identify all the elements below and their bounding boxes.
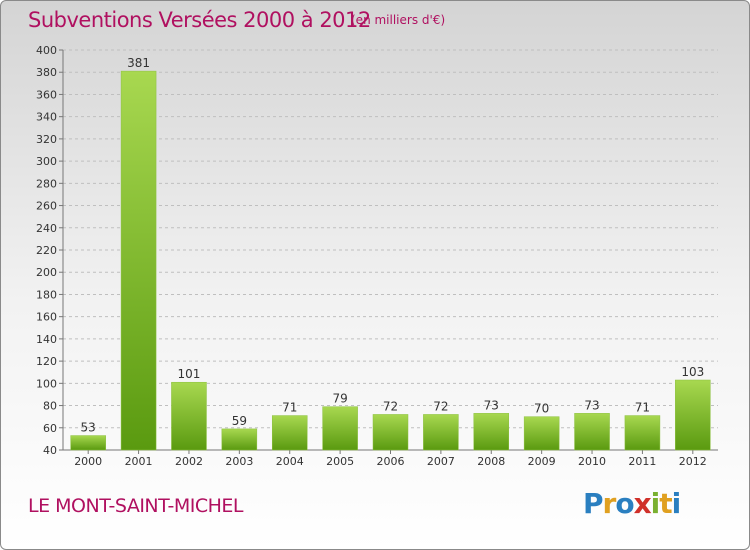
x-tick-label: 2007: [427, 455, 455, 468]
data-label-2008: 73: [484, 398, 499, 412]
y-tick-label: 260: [36, 200, 57, 213]
y-tick-label: 240: [36, 222, 57, 235]
y-tick-label: 300: [36, 155, 57, 168]
commune-name: LE MONT-SAINT-MICHEL: [28, 495, 244, 517]
y-tick-label: 380: [36, 66, 57, 79]
y-tick-label: 160: [36, 311, 57, 324]
data-label-2011: 71: [635, 401, 650, 415]
bar-2007: [423, 414, 459, 451]
y-tick-label: 140: [36, 333, 57, 346]
bar-2012: [675, 379, 711, 451]
x-tick-label: 2006: [377, 455, 405, 468]
data-label-2009: 70: [534, 402, 549, 416]
x-tick-label: 2003: [225, 455, 253, 468]
axes: 40 60 80 100 120 140 160 180 200 220 240 260 280 300 3…: [36, 44, 718, 468]
chart-title: Subventions Versées 2000 à 2012: [28, 8, 371, 32]
data-label-2001: 381: [127, 56, 150, 70]
data-label-2002: 101: [178, 367, 201, 381]
bar-2005: [322, 406, 358, 451]
y-tick-label: 220: [36, 244, 57, 257]
x-tick-label: 2001: [125, 455, 153, 468]
y-tick-label: 100: [36, 377, 57, 390]
bar-2008: [473, 413, 510, 451]
y-tick-label: 120: [36, 355, 57, 368]
gridlines: [63, 49, 718, 429]
data-label-2010: 73: [584, 398, 599, 412]
y-tick-label: 400: [36, 44, 57, 57]
data-label-2000: 53: [81, 421, 96, 435]
logo-letter: i: [650, 487, 661, 520]
data-labels: 53 381 101 59 71 79 72 72 73 70 73 71 103: [81, 56, 705, 434]
data-label-2005: 79: [332, 392, 347, 406]
x-tick-label: 2012: [679, 455, 707, 468]
proxiti-logo: Proxiti: [583, 487, 682, 520]
bars: [70, 70, 711, 451]
data-label-2006: 72: [383, 399, 398, 413]
bar-2002: [171, 381, 207, 451]
x-tick-label: 2011: [628, 455, 656, 468]
bar-2004: [271, 415, 308, 451]
data-label-2012: 103: [681, 365, 704, 379]
chart-subtitle: (en milliers d'€): [351, 13, 446, 27]
logo-letter: i: [671, 487, 682, 520]
y-tick-label: 200: [36, 266, 57, 279]
bar-2011: [624, 415, 661, 451]
y-tick-label: 40: [43, 444, 57, 457]
x-tick-label: 2004: [276, 455, 304, 468]
y-tick-label: 80: [43, 400, 57, 413]
logo-letter: o: [615, 487, 634, 520]
bar-2001: [120, 70, 157, 451]
x-tick-label: 2008: [477, 455, 505, 468]
data-label-2003: 59: [232, 414, 247, 428]
x-tick-label: 2000: [74, 455, 102, 468]
data-label-2007: 72: [433, 399, 448, 413]
y-tick-label: 180: [36, 288, 57, 301]
y-tick-label: 340: [36, 111, 57, 124]
bar-2009: [523, 416, 560, 451]
x-tick-label: 2005: [326, 455, 354, 468]
y-tick-label: 320: [36, 133, 57, 146]
y-tick-label: 360: [36, 88, 57, 101]
logo-letter: r: [602, 487, 617, 520]
bar-2003: [221, 428, 258, 451]
bar-2000: [70, 435, 106, 451]
x-tick-label: 2009: [528, 455, 556, 468]
bar-2010: [574, 413, 610, 451]
data-label-2004: 71: [282, 401, 297, 415]
y-tick-label: 60: [43, 422, 57, 435]
logo-letter: t: [659, 487, 672, 520]
bar-2006: [372, 414, 409, 451]
x-tick-label: 2002: [175, 455, 203, 468]
y-tick-label: 280: [36, 177, 57, 190]
logo-letter: P: [583, 487, 604, 520]
logo-letter: x: [633, 487, 652, 520]
x-tick-label: 2010: [578, 455, 606, 468]
